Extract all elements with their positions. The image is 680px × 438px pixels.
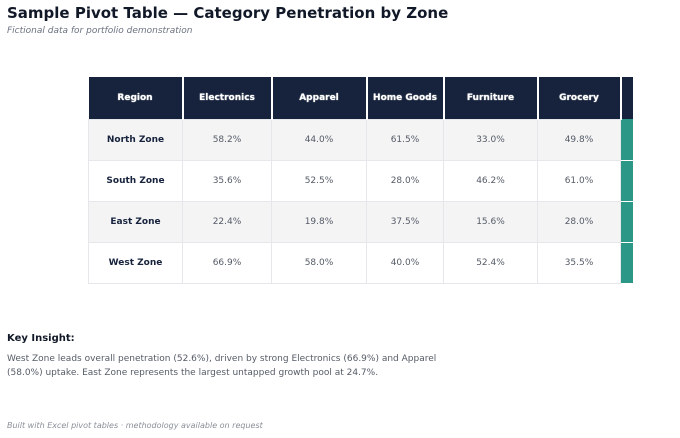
table-cell: 28.0% (537, 200, 621, 243)
table-cell: 35.6% (182, 159, 272, 202)
accent-bar-cell (620, 242, 633, 284)
table-cell: 22.4% (182, 200, 272, 243)
accent-bar-cell (620, 201, 633, 243)
table-cell: 19.8% (271, 200, 367, 243)
table-cell: 28.0% (366, 159, 444, 202)
column-header-furniture: Furniture (443, 77, 539, 119)
table-row: South Zone 35.6% 52.5% 28.0% 46.2% 61.0% (88, 159, 633, 202)
table-cell: 15.6% (443, 200, 538, 243)
row-header-cell: South Zone (88, 159, 183, 202)
pivot-table: Region Electronics Apparel Home Goods Fu… (88, 77, 633, 284)
footer-note: Built with Excel pivot tables · methodol… (7, 421, 263, 430)
column-header-apparel: Apparel (271, 77, 368, 119)
header-row: Region Electronics Apparel Home Goods Fu… (88, 77, 633, 119)
insight-body: West Zone leads overall penetration (52.… (7, 354, 437, 378)
accent-bar-header (620, 77, 633, 119)
insight-heading: Key Insight: (7, 333, 75, 344)
accent-bar-cell (620, 119, 633, 161)
table-cell: 58.2% (182, 118, 272, 161)
table-cell: 46.2% (443, 159, 538, 202)
table-cell: 61.0% (537, 159, 621, 202)
column-header-electronics: Electronics (182, 77, 273, 119)
table-cell: 35.5% (537, 241, 621, 284)
table-cell: 44.0% (271, 118, 367, 161)
table-cell: 33.0% (443, 118, 538, 161)
table-cell: 61.5% (366, 118, 444, 161)
table-cell: 37.5% (366, 200, 444, 243)
table-cell: 40.0% (366, 241, 444, 284)
table-cell: 66.9% (182, 241, 272, 284)
row-header-cell: North Zone (88, 118, 183, 161)
accent-bar-cell (620, 160, 633, 202)
table-row: West Zone 66.9% 58.0% 40.0% 52.4% 35.5% (88, 241, 633, 284)
table-row: North Zone 58.2% 44.0% 61.5% 33.0% 49.8% (88, 118, 633, 161)
table-row: East Zone 22.4% 19.8% 37.5% 15.6% 28.0% (88, 200, 633, 243)
column-header-region: Region (88, 77, 184, 119)
table-cell: 49.8% (537, 118, 621, 161)
row-header-cell: West Zone (88, 241, 183, 284)
row-header-cell: East Zone (88, 200, 183, 243)
table-cell: 52.4% (443, 241, 538, 284)
page-title: Sample Pivot Table — Category Penetratio… (7, 4, 449, 22)
page-subtitle: Fictional data for portfolio demonstrati… (7, 26, 193, 36)
table-cell: 58.0% (271, 241, 367, 284)
column-header-home-goods: Home Goods (366, 77, 445, 119)
column-header-grocery: Grocery (537, 77, 622, 119)
table-cell: 52.5% (271, 159, 367, 202)
